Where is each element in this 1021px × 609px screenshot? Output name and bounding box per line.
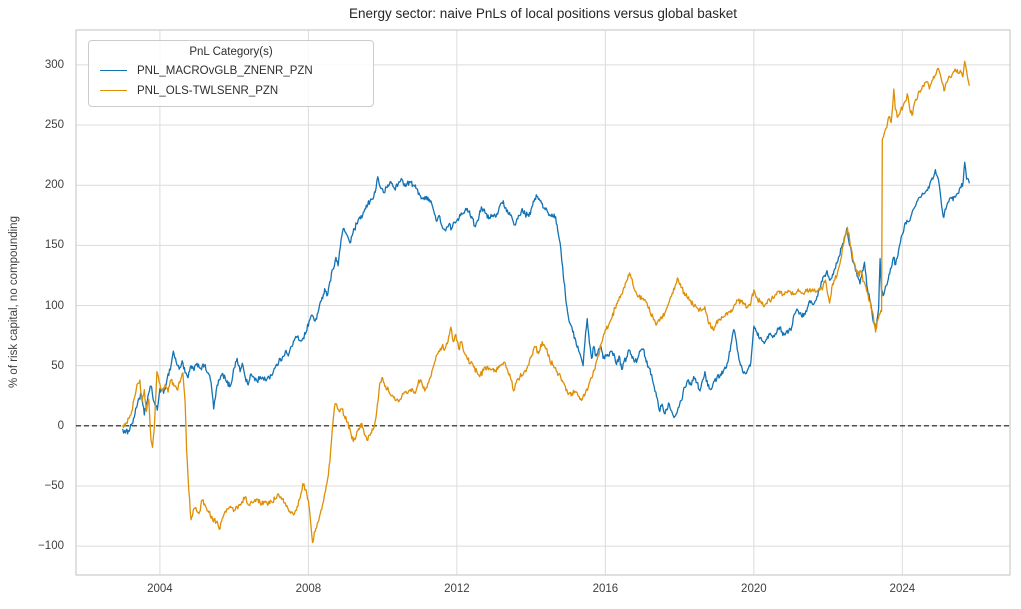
y-tick-label: −100 — [38, 540, 64, 553]
y-tick-label: 100 — [44, 299, 64, 312]
chart-title: Energy sector: naive PnLs of local posit… — [349, 6, 737, 21]
x-tick-label: 2016 — [592, 583, 619, 595]
y-tick-label: 0 — [57, 419, 64, 432]
x-tick-label: 2024 — [889, 583, 916, 595]
plot-border — [75, 29, 1011, 576]
legend-item-macro: PNL_MACROvGLB_ZNENR_PZN — [100, 63, 362, 78]
y-tick-label: 150 — [44, 239, 64, 252]
y-tick-label: 250 — [44, 119, 64, 132]
legend-label-ols: PNL_OLS-TWLSENR_PZN — [137, 84, 279, 97]
x-tick-label: 2012 — [444, 583, 470, 595]
x-tick-label: 2004 — [147, 583, 173, 595]
legend-line-swatch-orange — [100, 90, 127, 91]
x-tick-label: 2008 — [295, 583, 322, 595]
y-tick-label: 50 — [51, 359, 64, 372]
legend-line-swatch-blue — [100, 70, 127, 71]
y-tick-label: −50 — [44, 479, 64, 492]
legend-label-macro: PNL_MACROvGLB_ZNENR_PZN — [137, 64, 313, 77]
x-tick-label: 2020 — [741, 583, 767, 595]
series-line-1 — [122, 60, 970, 544]
legend: PnL Category(s) PNL_MACROvGLB_ZNENR_PZN … — [88, 40, 374, 107]
legend-title: PnL Category(s) — [189, 46, 273, 58]
series-line-0 — [122, 161, 970, 435]
y-tick-label: 200 — [44, 179, 64, 192]
y-tick-label: 300 — [44, 58, 64, 71]
legend-item-ols: PNL_OLS-TWLSENR_PZN — [100, 83, 362, 98]
